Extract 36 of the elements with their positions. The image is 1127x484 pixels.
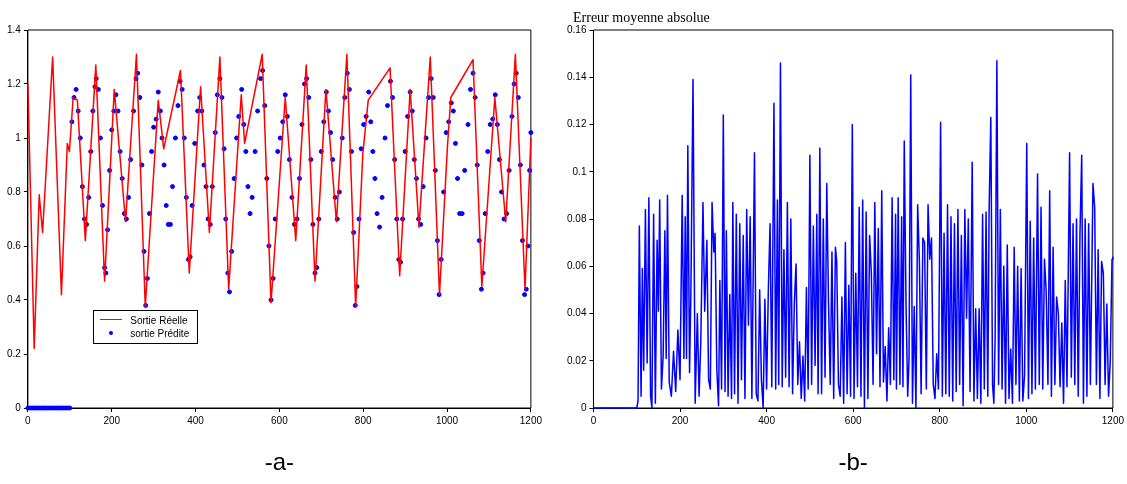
legend-label: Sortie Réelle <box>130 313 188 327</box>
y-tick-label: 0.2 <box>7 347 22 359</box>
y-tick-label: 1 <box>15 131 22 143</box>
x-tick-label: 1000 <box>435 414 459 426</box>
x-tick-label: 1200 <box>519 414 543 426</box>
x-tick-label: 0 <box>590 414 597 426</box>
y-tick-label: 0.8 <box>7 185 22 197</box>
y-tick-label: 0.08 <box>566 212 587 224</box>
y-tick-label: 0.1 <box>572 165 587 177</box>
y-tick-label: 0.06 <box>566 260 587 271</box>
y-tick-label: 0.16 <box>566 23 587 35</box>
y-tick-label: 0 <box>15 401 22 413</box>
text: -a- <box>264 448 295 476</box>
y-tick-label: 0.02 <box>566 354 587 366</box>
legend-label: sortie Prédite <box>130 326 190 340</box>
x-tick-label: 200 <box>103 414 121 426</box>
x-tick-label: 1200 <box>1101 414 1125 426</box>
y-tick-label: 1.4 <box>7 23 22 35</box>
y-tick-label: 1.2 <box>7 77 22 89</box>
y-tick-label: 0.12 <box>566 118 587 130</box>
y-tick-label: 0 <box>580 401 587 413</box>
x-tick-label: 600 <box>844 414 862 426</box>
text: -b- <box>838 448 868 476</box>
x-tick-label: 400 <box>187 414 205 426</box>
x-tick-label: 800 <box>931 414 949 426</box>
x-tick-label: 800 <box>354 414 372 426</box>
y-tick-label: 0.14 <box>566 71 587 82</box>
x-tick-label: 400 <box>758 414 776 426</box>
y-tick-label: 0.04 <box>566 307 587 319</box>
x-tick-label: 200 <box>671 414 689 426</box>
x-tick-label: 0 <box>25 414 32 426</box>
chart-title: Erreur moyenne absolue <box>573 10 710 25</box>
y-tick-label: 0.4 <box>7 293 22 305</box>
y-tick-label: 0.6 <box>7 239 22 251</box>
x-tick-label: 600 <box>271 414 289 426</box>
x-tick-label: 1000 <box>1015 414 1038 426</box>
